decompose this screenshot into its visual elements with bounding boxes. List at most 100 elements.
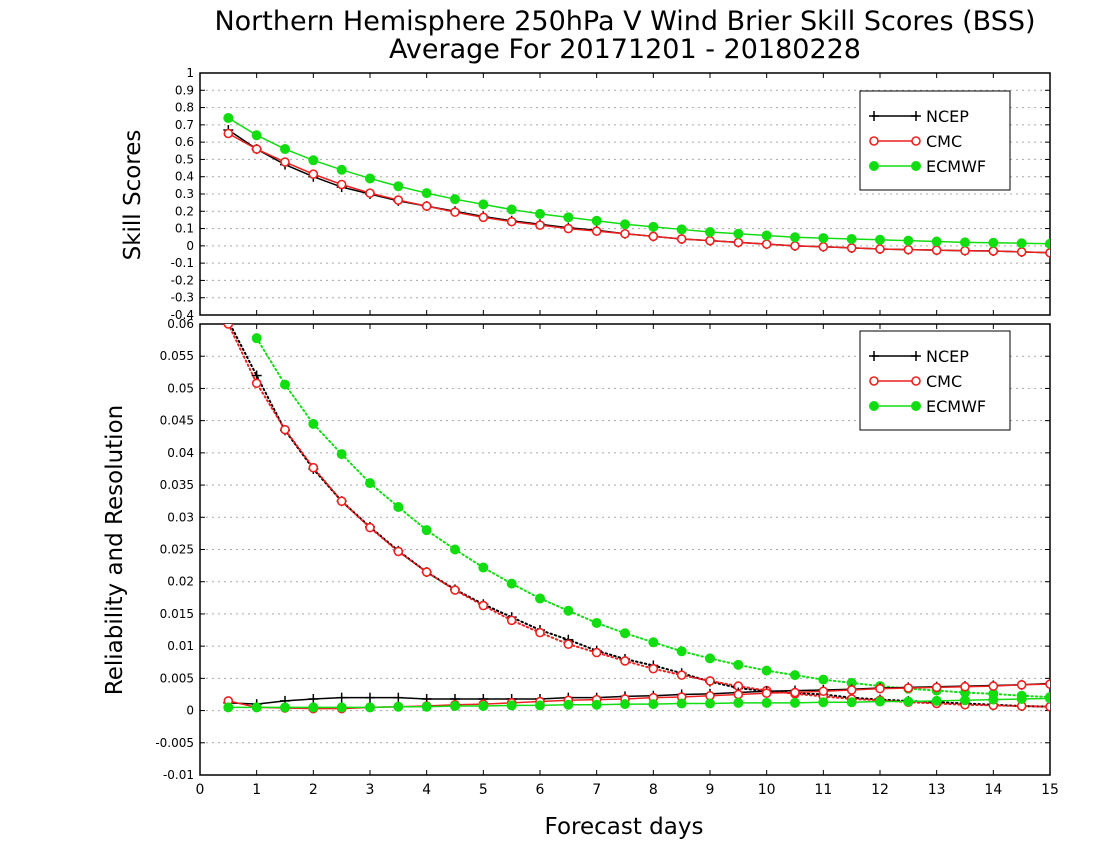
point-ecmwf-reliability-bottom (875, 696, 885, 707)
point-ecmwf-reliability-bottom (1016, 693, 1027, 704)
point-cmc-reliability-bottom (818, 686, 829, 697)
point-cmc-resolution-bottom (478, 600, 489, 611)
point-ecmwf-reliability-bottom (336, 702, 347, 713)
point-ecmwf-resolution-bottom (591, 617, 602, 628)
plot-area-bottom (223, 324, 1050, 714)
y-tick-label-bottom: 0.05 (167, 381, 194, 395)
skill-score-panel: -0.4 -0.3 -0.2 -0.1 0 0.1 0.2 0.3 0.4 0.5 0.6 0.7 0.… (171, 66, 1051, 322)
y-axis-label-bottom: Reliability and Resolution (102, 405, 128, 695)
point-ecmwf-resolution-bottom (251, 333, 262, 344)
y-tick-label-top: 0.6 (175, 135, 194, 149)
legend-marker-ncep (911, 111, 921, 121)
point-ecmwf-top (988, 237, 999, 248)
point-cmc-resolution-bottom (223, 324, 234, 329)
point-ecmwf-top (875, 234, 885, 245)
point-cmc-reliability-bottom (790, 687, 800, 698)
y-tick-label-bottom: 0.055 (160, 349, 194, 363)
y-tick-label-bottom: 0.035 (160, 478, 194, 492)
y-tick-label-bottom: -0.005 (155, 736, 194, 750)
plot-frame-top (199, 72, 1051, 316)
point-cmc-top (960, 245, 970, 256)
point-ecmwf-top (308, 155, 319, 166)
point-cmc-top (393, 195, 404, 205)
y-axis-label-top: Skill Scores (120, 130, 146, 261)
point-ecmwf-reliability-bottom (648, 699, 659, 710)
x-tick-label: 10 (758, 782, 776, 798)
point-cmc-reliability-bottom (931, 682, 942, 693)
point-ecmwf-reliability-bottom (365, 702, 375, 713)
point-cmc-top (846, 243, 857, 253)
point-ecmwf-top (280, 144, 290, 155)
point-cmc-resolution-bottom (421, 567, 432, 577)
point-ecmwf-resolution-bottom (450, 544, 460, 555)
point-ncep-reliability-bottom (365, 692, 375, 703)
point-ecmwf-top (931, 236, 942, 247)
point-ecmwf-reliability-bottom (676, 698, 687, 709)
point-ecmwf-resolution-bottom (790, 670, 800, 681)
point-cmc-resolution-bottom (648, 663, 659, 674)
point-cmc-resolution-bottom (620, 656, 630, 666)
point-ecmwf-resolution-bottom (676, 646, 687, 657)
point-ecmwf-reliability-bottom (761, 697, 772, 708)
y-tick-label-top: 0.8 (175, 101, 194, 115)
point-cmc-top (308, 169, 319, 179)
point-cmc-top (336, 179, 347, 190)
point-ecmwf-reliability-bottom (478, 701, 489, 712)
point-ecmwf-resolution-bottom (336, 449, 347, 460)
point-ecmwf-top (818, 233, 829, 244)
point-ecmwf-resolution-bottom (705, 653, 715, 664)
y-tick-label-top: -0.3 (171, 291, 194, 305)
point-ecmwf-reliability-bottom (988, 694, 999, 705)
point-cmc-top (818, 241, 829, 252)
point-ecmwf-reliability-bottom (393, 701, 404, 712)
point-ecmwf-top (421, 188, 432, 199)
legend-marker-ncep (869, 111, 879, 121)
legend-marker-cmc (911, 136, 921, 146)
point-cmc-top (1045, 247, 1050, 258)
plot-frame-bottom (199, 323, 1051, 776)
x-tick-label: 15 (1041, 782, 1059, 798)
point-cmc-resolution-bottom (280, 424, 290, 435)
point-ecmwf-reliability-bottom (1045, 693, 1050, 704)
point-ecmwf-reliability-bottom (506, 700, 517, 711)
point-ecmwf-top (1016, 238, 1027, 249)
point-cmc-reliability-bottom (960, 681, 970, 692)
point-cmc-top (733, 237, 744, 248)
point-cmc-top (761, 239, 772, 249)
point-ecmwf-reliability-bottom (563, 699, 574, 710)
point-ecmwf-resolution-bottom (761, 665, 772, 676)
legend-marker-cmc (869, 376, 879, 386)
point-cmc-reliability-bottom (1016, 679, 1027, 690)
point-cmc-top (705, 235, 715, 246)
legend-marker-ecmwf (911, 401, 921, 411)
point-ecmwf-resolution-bottom (535, 593, 545, 604)
point-cmc-resolution-bottom (705, 676, 715, 686)
x-tick-label: 3 (366, 782, 375, 798)
point-cmc-top (223, 128, 234, 139)
point-ecmwf-reliability-bottom (733, 697, 744, 708)
x-tick-label: 6 (536, 782, 545, 798)
point-ecmwf-reliability-bottom (535, 700, 545, 711)
point-cmc-resolution-bottom (591, 647, 602, 658)
point-cmc-top (365, 188, 375, 198)
point-cmc-reliability-bottom (846, 685, 857, 695)
point-ecmwf-top (846, 233, 857, 244)
point-cmc-resolution-bottom (535, 627, 545, 638)
point-ecmwf-top (960, 237, 970, 248)
x-tick-label: 9 (706, 782, 715, 798)
y-tick-label-top: -0.2 (171, 273, 194, 287)
point-ecmwf-reliability-bottom (251, 702, 262, 713)
point-cmc-reliability-bottom (903, 683, 914, 693)
point-ecmwf-resolution-bottom (308, 418, 319, 429)
x-tick-label: 12 (871, 782, 889, 798)
legend-marker-ecmwf (869, 401, 879, 411)
point-ecmwf-top (251, 130, 262, 141)
point-ecmwf-resolution-bottom (648, 637, 659, 648)
point-cmc-resolution-bottom (251, 378, 262, 389)
point-cmc-top (988, 246, 999, 256)
point-ecmwf-top (705, 227, 715, 238)
point-ecmwf-resolution-bottom (733, 659, 744, 670)
point-ecmwf-top (676, 224, 687, 235)
point-ecmwf-top (478, 199, 489, 210)
